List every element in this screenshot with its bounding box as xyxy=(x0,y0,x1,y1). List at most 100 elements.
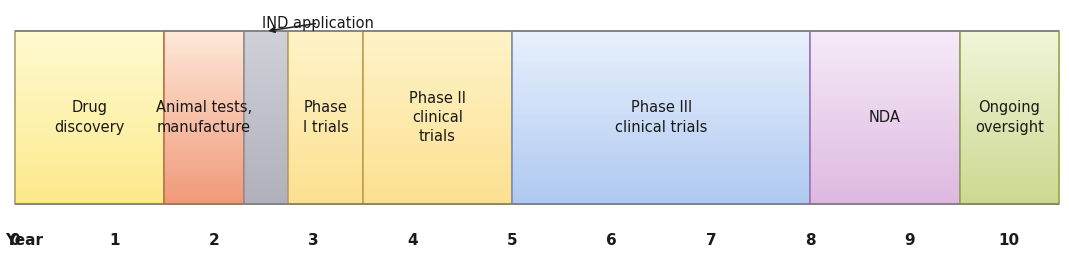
Bar xyxy=(244,152,289,154)
Bar xyxy=(363,93,512,96)
Bar xyxy=(810,139,960,141)
Bar xyxy=(15,191,164,193)
Bar xyxy=(15,104,164,107)
Bar xyxy=(244,83,289,85)
Bar xyxy=(289,126,363,128)
Bar xyxy=(810,191,960,193)
Bar xyxy=(512,50,810,53)
Bar xyxy=(512,177,810,180)
Bar xyxy=(363,128,512,130)
Bar xyxy=(244,50,289,53)
Bar xyxy=(15,76,164,79)
Bar xyxy=(512,98,810,100)
Bar xyxy=(363,85,512,87)
Bar xyxy=(960,141,1059,143)
Bar xyxy=(15,89,164,92)
Bar xyxy=(164,175,244,178)
Bar xyxy=(960,57,1059,59)
Bar xyxy=(810,102,960,104)
Bar xyxy=(810,134,960,137)
Bar xyxy=(244,98,289,100)
Bar xyxy=(810,40,960,42)
Bar xyxy=(363,132,512,135)
Bar xyxy=(244,59,289,62)
Bar xyxy=(960,193,1059,195)
Bar xyxy=(810,162,960,165)
Bar xyxy=(810,195,960,197)
Bar xyxy=(960,197,1059,199)
Bar xyxy=(164,160,244,163)
Bar xyxy=(164,104,244,107)
Bar xyxy=(15,68,164,70)
Bar xyxy=(960,79,1059,81)
Bar xyxy=(810,199,960,201)
Bar xyxy=(164,40,244,42)
Bar xyxy=(289,186,363,188)
Bar xyxy=(810,85,960,87)
Bar xyxy=(164,50,244,53)
Bar xyxy=(512,137,810,139)
Bar xyxy=(289,122,363,124)
Bar xyxy=(810,59,960,62)
Bar xyxy=(810,193,960,195)
Bar xyxy=(810,61,960,64)
Bar xyxy=(15,57,164,59)
Bar xyxy=(244,53,289,55)
Bar xyxy=(15,42,164,44)
Bar xyxy=(289,124,363,126)
Bar xyxy=(164,191,244,193)
Bar xyxy=(512,70,810,72)
Bar xyxy=(164,182,244,184)
Bar xyxy=(512,147,810,150)
Bar xyxy=(164,93,244,96)
Bar xyxy=(289,57,363,59)
Bar xyxy=(363,89,512,92)
Bar xyxy=(960,93,1059,96)
Text: 8: 8 xyxy=(805,233,816,248)
Bar xyxy=(363,199,512,201)
Bar xyxy=(15,61,164,64)
Bar xyxy=(810,72,960,74)
Bar xyxy=(164,195,244,197)
Bar xyxy=(244,143,289,145)
Bar xyxy=(15,31,164,33)
Bar xyxy=(960,130,1059,133)
Bar xyxy=(810,167,960,169)
Bar xyxy=(244,46,289,49)
Bar xyxy=(244,89,289,92)
Bar xyxy=(164,44,244,46)
Bar xyxy=(363,68,512,70)
Bar xyxy=(810,109,960,111)
Bar xyxy=(512,171,810,174)
Bar xyxy=(512,191,810,193)
Bar xyxy=(363,158,512,161)
Bar xyxy=(512,152,810,154)
Text: 10: 10 xyxy=(998,233,1020,248)
Text: Animal tests,
manufacture: Animal tests, manufacture xyxy=(156,100,252,135)
Bar xyxy=(960,76,1059,79)
Bar xyxy=(289,180,363,182)
Bar xyxy=(164,186,244,188)
Bar xyxy=(289,44,363,46)
Bar xyxy=(363,160,512,163)
Bar xyxy=(164,96,244,98)
Bar xyxy=(164,115,244,117)
Bar xyxy=(363,150,512,152)
Bar xyxy=(289,160,363,163)
Bar xyxy=(164,173,244,176)
Bar xyxy=(15,38,164,40)
Bar xyxy=(363,130,512,133)
Bar xyxy=(244,72,289,74)
Bar xyxy=(512,195,810,197)
Bar xyxy=(15,188,164,191)
Bar xyxy=(960,48,1059,51)
Bar xyxy=(810,173,960,176)
Bar xyxy=(15,130,164,133)
Bar xyxy=(960,96,1059,98)
Bar xyxy=(164,83,244,85)
Bar xyxy=(164,31,244,33)
Bar xyxy=(164,89,244,92)
Bar xyxy=(289,141,363,143)
Bar xyxy=(512,74,810,76)
Bar xyxy=(164,199,244,201)
